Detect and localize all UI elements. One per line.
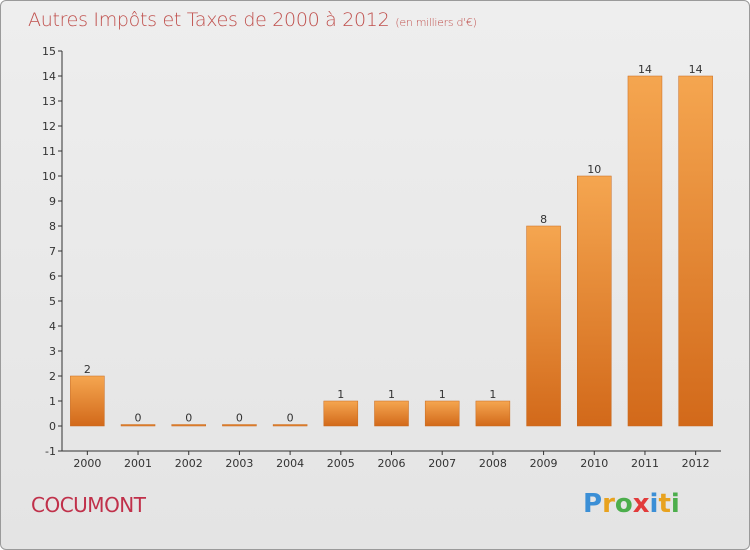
x-tick-label: 2004 xyxy=(276,457,304,470)
data-label: 10 xyxy=(587,163,601,176)
x-tick-label: 2008 xyxy=(479,457,507,470)
y-tick-label: 8 xyxy=(49,220,56,233)
y-tick-label: 2 xyxy=(49,370,56,383)
proxiti-logo: Proxiti xyxy=(583,489,680,519)
data-labels: 2 0 0 0 0 1 1 1 1 8 10 14 14 xyxy=(84,63,703,425)
y-tick-label: 7 xyxy=(49,245,56,258)
data-label: 0 xyxy=(236,412,243,425)
y-tick-label: 14 xyxy=(42,70,56,83)
y-tick-label: -1 xyxy=(45,445,56,458)
chart-title-text: Autres Impôts et Taxes de 2000 à 2012 xyxy=(28,9,390,31)
y-tick-label: 1 xyxy=(49,395,56,408)
bar xyxy=(627,75,663,427)
bars xyxy=(70,75,713,427)
data-label: 1 xyxy=(388,388,395,401)
data-label: 1 xyxy=(489,388,496,401)
logo-letter: P xyxy=(583,489,603,519)
bar xyxy=(171,424,206,427)
bar xyxy=(577,175,612,427)
bar xyxy=(374,400,409,427)
y-tick-label: 5 xyxy=(49,295,56,308)
logo-letter: i xyxy=(670,489,680,519)
x-tick-label: 2002 xyxy=(175,457,203,470)
bar xyxy=(222,424,257,427)
bar xyxy=(526,225,561,427)
y-tick-label: 15 xyxy=(42,45,56,58)
logo-letter: o xyxy=(614,489,633,519)
place-name: COCUMONT xyxy=(31,493,146,517)
bar xyxy=(678,75,713,427)
x-tick-label: 2001 xyxy=(124,457,152,470)
y-tick-label: 0 xyxy=(49,420,56,433)
logo-letter: x xyxy=(632,489,650,519)
x-tick-label: 2010 xyxy=(580,457,608,470)
bar xyxy=(70,375,105,427)
bar xyxy=(424,400,460,427)
y-tick-label: 11 xyxy=(42,145,56,158)
bar xyxy=(323,400,359,427)
y-tick-label: 13 xyxy=(42,95,56,108)
x-tick-label: 2011 xyxy=(631,457,659,470)
logo-letter: r xyxy=(602,489,615,519)
x-tick-label: 2006 xyxy=(378,457,406,470)
y-tick-label: 12 xyxy=(42,120,56,133)
x-tick-label: 2003 xyxy=(225,457,253,470)
data-label: 8 xyxy=(540,213,547,226)
data-label: 14 xyxy=(638,63,652,76)
chart-subtitle: (en milliers d'€) xyxy=(395,16,477,29)
data-label: 0 xyxy=(185,412,192,425)
x-tick-label: 2005 xyxy=(327,457,355,470)
x-tick-label: 2012 xyxy=(682,457,710,470)
bar xyxy=(475,400,511,427)
data-label: 2 xyxy=(84,363,91,376)
x-tick-label: 2009 xyxy=(530,457,558,470)
logo-letter: t xyxy=(658,489,671,519)
data-label: 0 xyxy=(135,412,142,425)
y-tick-label: 10 xyxy=(42,170,56,183)
data-label: 0 xyxy=(287,412,294,425)
y-tick-label: 4 xyxy=(49,320,56,333)
y-tick-label: 9 xyxy=(49,195,56,208)
y-tick-label: 6 xyxy=(49,270,56,283)
chart-title: Autres Impôts et Taxes de 2000 à 2012 (en… xyxy=(28,9,477,31)
bar xyxy=(120,424,156,427)
bar xyxy=(272,424,308,427)
x-tick-label: 2000 xyxy=(73,457,101,470)
x-tick-label: 2007 xyxy=(428,457,456,470)
y-tick-label: 3 xyxy=(49,345,56,358)
data-label: 1 xyxy=(337,388,344,401)
data-label: 14 xyxy=(689,63,703,76)
data-label: 1 xyxy=(439,388,446,401)
logo-letter: i xyxy=(649,489,659,519)
